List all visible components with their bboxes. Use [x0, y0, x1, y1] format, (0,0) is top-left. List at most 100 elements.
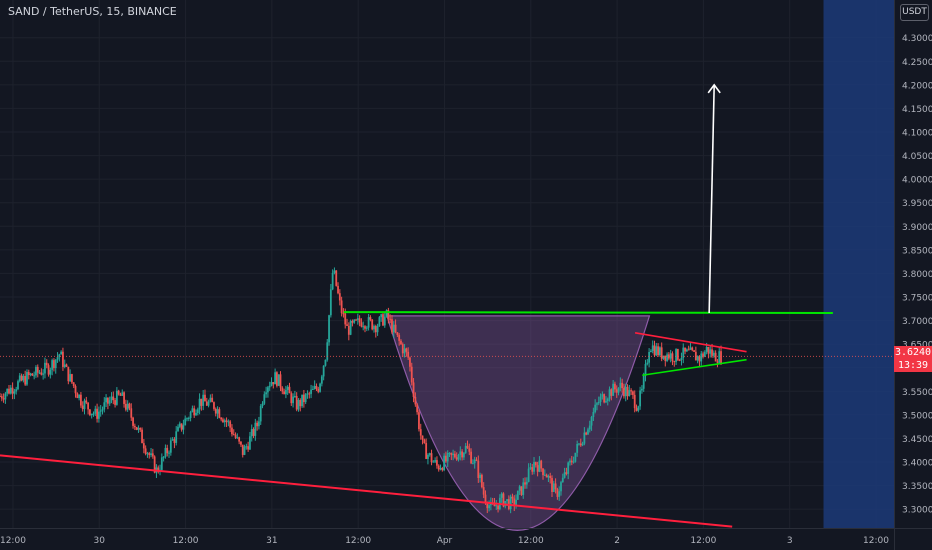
candle-body: [702, 353, 704, 357]
candle-body: [583, 432, 586, 444]
cup-shape: [386, 315, 651, 531]
candle-body: [139, 427, 142, 430]
candle-body: [700, 353, 703, 362]
candle-body: [642, 375, 645, 389]
candle-body: [493, 503, 496, 507]
candle-body: [536, 465, 539, 472]
candle-body: [101, 409, 104, 411]
price-tick-label: 3.5500: [902, 388, 932, 398]
candle-body: [213, 402, 215, 409]
price-tick-label: 4.1500: [902, 105, 932, 115]
candle-body: [479, 474, 481, 478]
candle-body: [103, 402, 106, 410]
currency-unit-button[interactable]: USDT: [900, 4, 929, 21]
candle-body: [356, 318, 359, 321]
time-tick-label: 12:00: [863, 536, 889, 546]
candle-body: [209, 397, 212, 402]
candle-body: [54, 359, 57, 369]
candle-body: [560, 482, 562, 492]
candle-body: [380, 314, 383, 318]
candle-body: [99, 410, 102, 412]
candle-body: [614, 383, 616, 390]
candle-body: [144, 448, 147, 454]
candle-body: [76, 393, 79, 399]
candle-body: [207, 401, 210, 406]
candle-body: [714, 352, 717, 362]
candle-body: [311, 388, 314, 390]
candle-body: [606, 398, 609, 402]
candle-body: [162, 456, 165, 458]
candle-body: [112, 396, 115, 401]
candle-body: [385, 310, 388, 317]
symbol-title[interactable]: SAND / TetherUS, 15, BINANCE: [8, 5, 177, 18]
candle-body: [579, 443, 582, 446]
candle-body: [94, 408, 97, 414]
candle-body: [543, 474, 546, 476]
candle-body: [599, 396, 602, 402]
candle-body: [520, 486, 523, 495]
candle-body: [596, 403, 598, 405]
candle-body: [549, 475, 552, 479]
candle-body: [624, 386, 627, 397]
time-tick-label: 12:00: [0, 536, 26, 546]
candle-body: [150, 453, 152, 456]
candle-body: [427, 454, 429, 459]
candle-body: [279, 374, 282, 388]
candle-body: [51, 360, 54, 370]
candle-body: [263, 394, 266, 404]
candle-body: [615, 389, 618, 393]
candle-body: [69, 374, 72, 382]
candle-body: [374, 326, 377, 333]
time-tick-label: 2: [614, 536, 620, 546]
candle-body: [662, 355, 665, 359]
candle-body: [29, 373, 32, 376]
candle-body: [110, 396, 113, 401]
candle-body: [454, 453, 456, 458]
cup-pattern-area: [386, 315, 651, 531]
candle-body: [205, 401, 208, 406]
candle-body: [153, 456, 156, 473]
candle-body: [261, 403, 264, 407]
candle-body: [542, 468, 544, 476]
candle-body: [33, 375, 36, 377]
candle-body: [639, 390, 642, 407]
price-axis[interactable]: 4.3000 4.2500 4.2000 4.1500 4.1000 4.0500 4.00…: [894, 0, 932, 550]
candle-body: [299, 399, 302, 407]
candle-body: [365, 327, 368, 329]
chart-grid: [0, 0, 894, 528]
candle-body: [407, 351, 410, 358]
time-tick-label: 12:00: [345, 536, 371, 546]
candle-body: [128, 403, 131, 409]
candle-body: [630, 390, 633, 392]
candle-body: [608, 389, 611, 399]
candle-body: [249, 436, 251, 450]
candle-body: [419, 429, 422, 436]
candle-body: [340, 300, 343, 314]
candle-body: [148, 453, 151, 456]
candle-body: [651, 345, 654, 351]
candle-body: [35, 366, 37, 376]
candle-body: [22, 376, 25, 381]
candle-body: [211, 397, 214, 403]
time-tick-label: 12:00: [518, 536, 544, 546]
candle-body: [371, 319, 374, 330]
candle-body: [538, 460, 541, 472]
candle-body: [333, 270, 336, 273]
candle-body: [342, 313, 345, 315]
candle-body: [457, 454, 460, 460]
price-tick-label: 3.9000: [902, 223, 932, 233]
time-axis[interactable]: 12:00 30 12:00 31 12:00 Apr 12:00 2 12:00 3 12:00: [0, 528, 932, 547]
candle-body: [518, 486, 521, 491]
candle-body: [436, 460, 438, 466]
candle-body: [173, 439, 176, 443]
candle-body: [680, 357, 683, 361]
candle-body: [80, 394, 82, 406]
candle-body: [373, 326, 375, 330]
candle-body: [160, 457, 163, 470]
candle-body: [67, 366, 70, 382]
candle-body: [687, 349, 690, 351]
candle-body: [31, 373, 34, 376]
candle-body: [641, 388, 643, 391]
candle-body: [15, 389, 18, 392]
